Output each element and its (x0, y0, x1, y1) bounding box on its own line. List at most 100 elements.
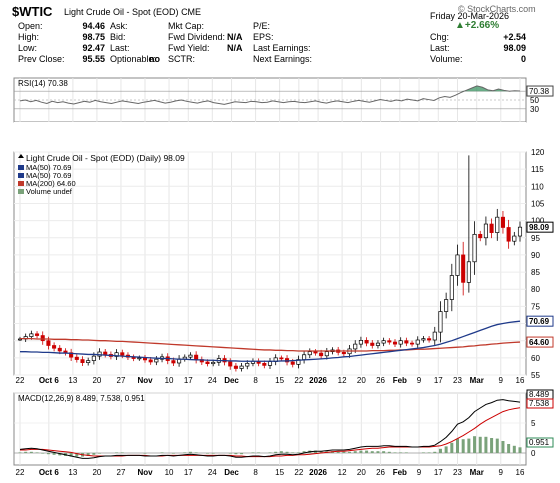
quote-value: 94.46 (82, 21, 105, 31)
x-tick-label: Dec (224, 468, 239, 477)
quote-value: N/A (227, 32, 243, 42)
ma50-last-label: 70.69 (529, 317, 550, 326)
candle (341, 352, 346, 355)
x-tick-label: 15 (275, 376, 284, 385)
x-tick-label: 17 (184, 468, 193, 477)
candle (392, 341, 398, 345)
x-tick-label: 17 (184, 376, 193, 385)
legend-swatch (18, 173, 24, 178)
x-tick-label: 13 (68, 468, 77, 477)
instrument-name: Light Crude Oil - Spot (EOD) (64, 7, 179, 17)
macd-hist-bar (69, 453, 73, 457)
x-tick-label: 9 (417, 376, 422, 385)
legend-swatch (18, 165, 24, 170)
candle (506, 227, 511, 242)
macd-hist-bar (29, 451, 33, 453)
legend-item: MA(50) 70.69 (26, 163, 71, 172)
candle (137, 357, 142, 360)
macd-hist-bar (376, 451, 380, 453)
price-tick-label: 105 (531, 199, 545, 208)
macd-hist-bar (46, 453, 50, 455)
macd-hist-bar (478, 436, 482, 453)
x-tick-label: 9 (417, 468, 422, 477)
candle (120, 352, 125, 356)
quote-label: Open: (18, 21, 43, 31)
macd-legend: MACD(12,26,9) 8.489, 7.538, 0.951 (18, 394, 145, 403)
x-tick-label: 15 (275, 468, 284, 477)
ma50-line (20, 320, 521, 362)
x-tick-label: 2026 (309, 376, 327, 385)
macd-hist-bar (160, 452, 164, 453)
macd-hist-bar (234, 453, 238, 455)
macd-hist-bar (251, 452, 255, 453)
quote-value: N/A (227, 43, 243, 53)
candle (148, 359, 153, 363)
candle (267, 361, 273, 366)
price-tick-label: 85 (531, 268, 540, 277)
quote-label: P/E: (253, 21, 271, 31)
candle (500, 216, 505, 228)
x-tick-label: 23 (453, 468, 462, 477)
candle (324, 351, 329, 357)
macd-hist-bar (194, 452, 198, 453)
quote-label: Bid: (110, 32, 126, 42)
macd-hist-bar (507, 444, 511, 453)
macd-hist-bar (257, 452, 261, 453)
candle (35, 333, 40, 336)
price-last-box (526, 336, 554, 348)
candle (438, 311, 443, 333)
x-tick-label: Feb (393, 376, 407, 385)
macd-tick-label: 5 (531, 419, 536, 428)
quote-label: Optionable: (110, 54, 157, 64)
quote-label: Fwd Dividend: (168, 32, 226, 42)
quote-label: Low: (18, 43, 38, 53)
macd-hist-bar (268, 452, 272, 453)
macd-hist-bar (211, 453, 215, 454)
candle (52, 345, 57, 349)
price-tick-label: 100 (531, 217, 545, 226)
candle (370, 342, 375, 346)
macd-hist-bar (467, 438, 471, 453)
candle (57, 347, 62, 352)
macd-last-box (526, 398, 554, 409)
quote-value: 98.09 (503, 43, 526, 53)
x-tick-label: 2026 (309, 468, 327, 477)
macd-hist-bar (240, 453, 244, 455)
legend-swatch (18, 189, 24, 194)
macd-hist-bar (490, 438, 494, 453)
quote-value: 92.47 (82, 43, 105, 53)
candle (228, 361, 233, 367)
macd-hist-bar (501, 441, 505, 453)
candle (103, 351, 108, 355)
macd-hist-bar (370, 451, 374, 453)
x-tick-label: Dec (224, 376, 239, 385)
x-tick-label: 16 (516, 376, 525, 385)
quote-date: Friday 20-Mar-2026 (430, 11, 510, 21)
candle (205, 361, 210, 365)
macd-hist-bar (319, 451, 323, 453)
macd-hist-bar (115, 452, 119, 453)
macd-hist-bar (41, 453, 45, 454)
x-tick-label: Feb (393, 468, 407, 477)
quote-value: 98.75 (82, 32, 105, 42)
candle (74, 356, 79, 360)
macd-hist-bar (393, 452, 397, 453)
quote-label: Prev Close: (18, 54, 65, 64)
macd-hist-bar (512, 445, 516, 453)
candle (262, 362, 267, 366)
quote-label: SCTR: (168, 54, 195, 64)
x-tick-label: Nov (137, 468, 153, 477)
legend-item: MA(50) 70.69 (26, 171, 71, 180)
candle (387, 340, 392, 343)
price-last-box (526, 221, 554, 233)
candle (375, 342, 380, 346)
macd-hist-bar (206, 453, 209, 454)
candle (279, 357, 284, 360)
rsi-tick-label: 30 (530, 105, 539, 114)
candle (495, 216, 500, 233)
candle (449, 275, 454, 300)
candle (427, 338, 432, 341)
quote-label: Ask: (110, 21, 128, 31)
rsi-price-gap (14, 122, 526, 152)
